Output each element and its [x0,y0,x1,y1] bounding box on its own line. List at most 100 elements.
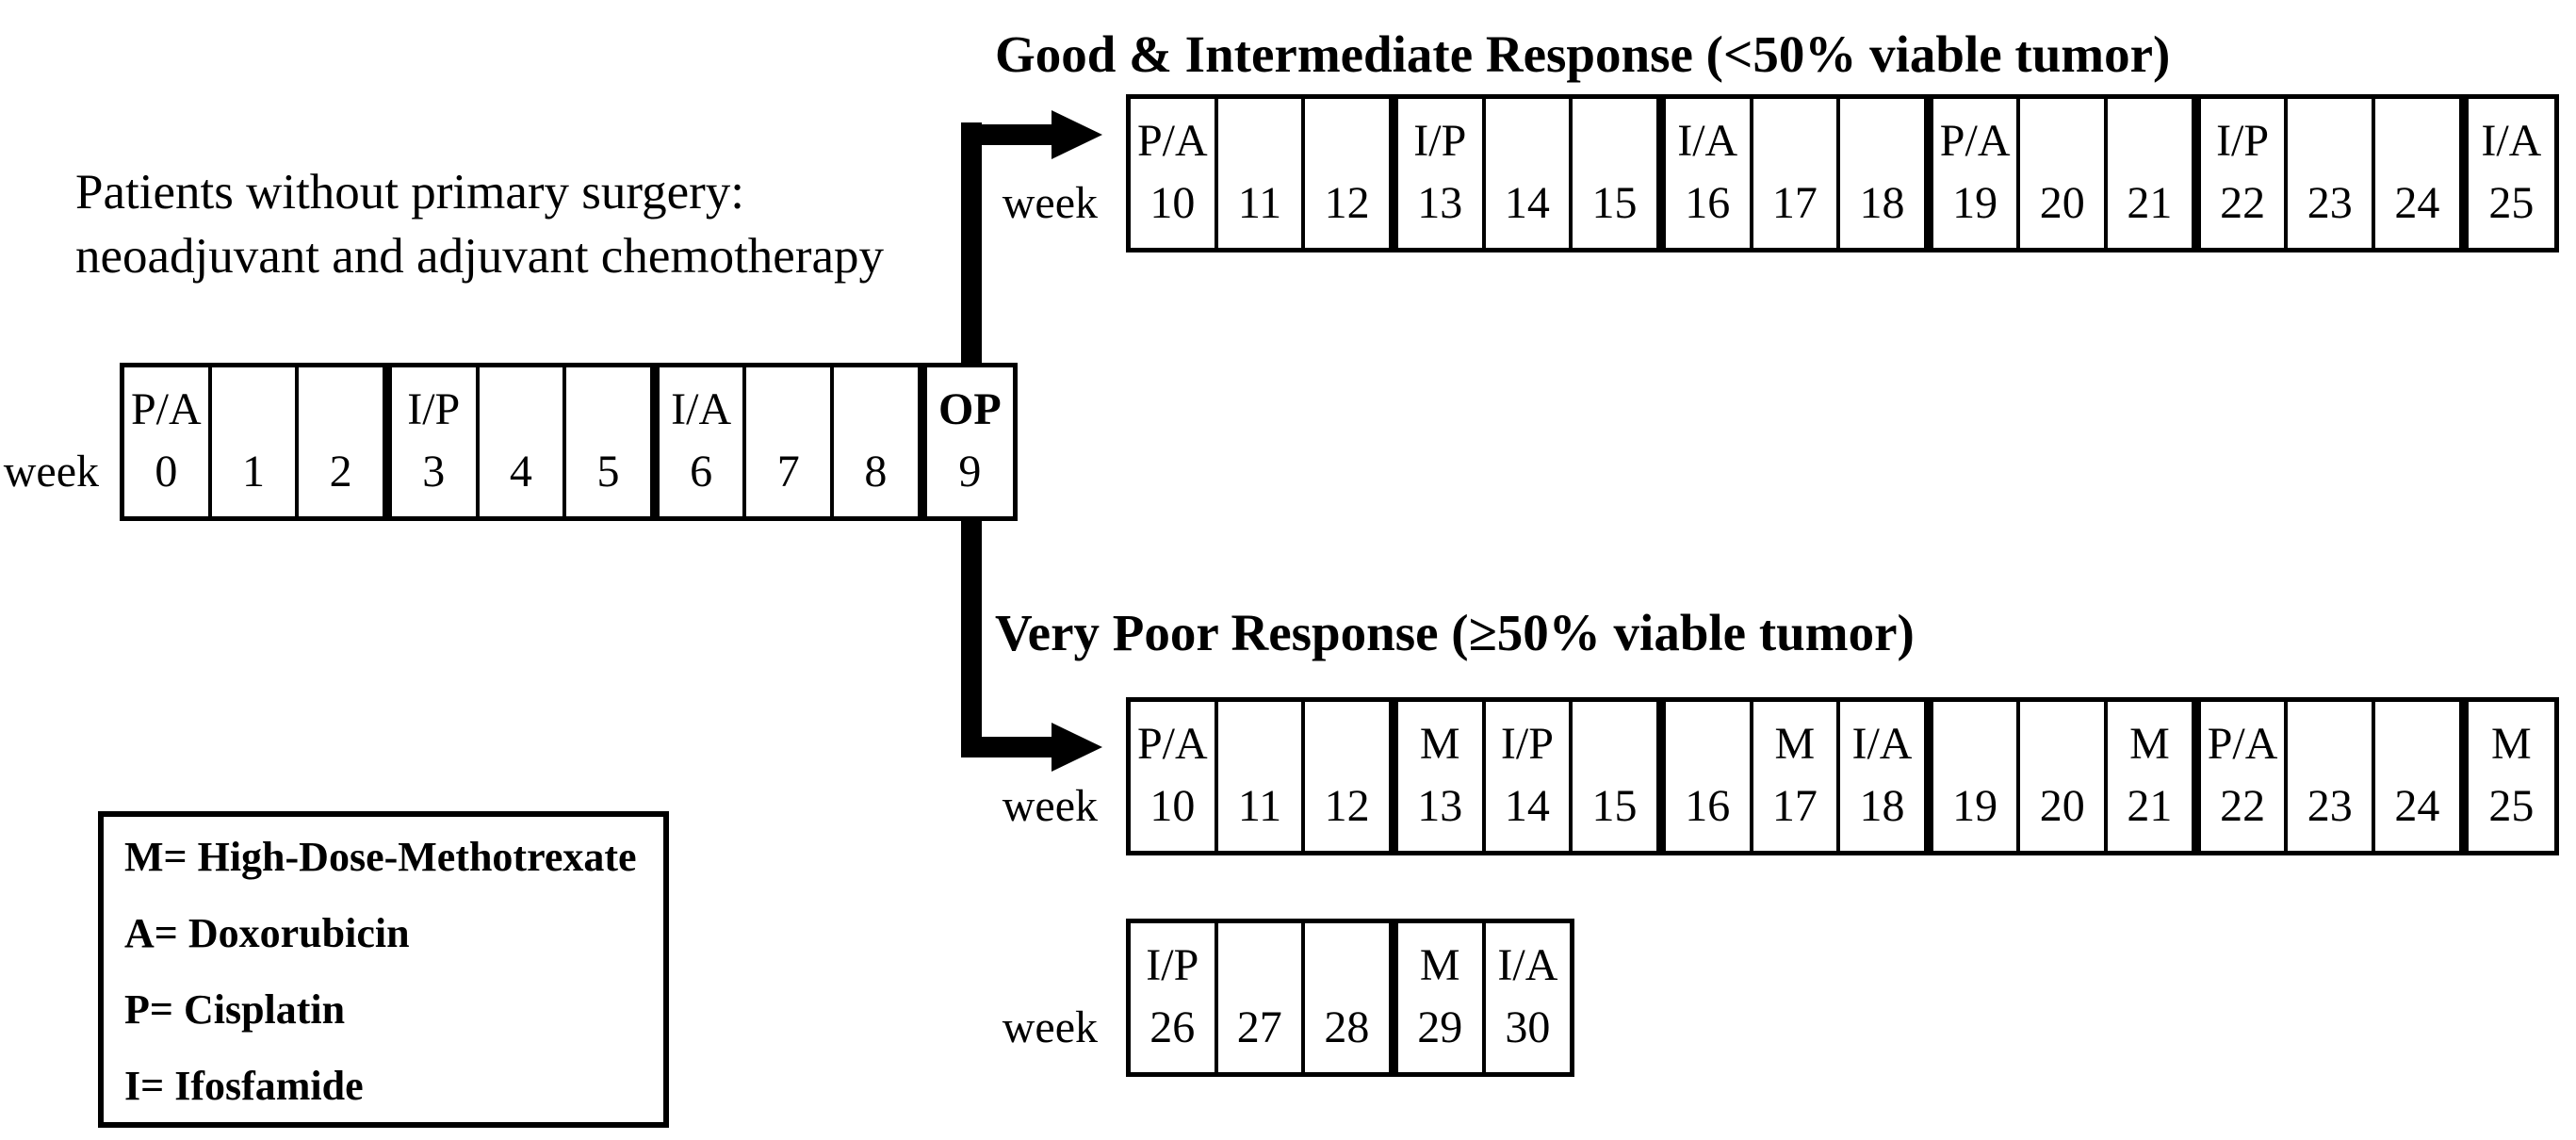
drug-label: I/P [1146,940,1199,990]
week-number: 11 [1237,178,1282,228]
week-cell-28: 28 [1301,923,1389,1072]
cycle-block: P/A 22 23 24 [2195,697,2464,855]
legend-item-ifosfamide: I= Ifosfamide [124,1063,364,1109]
drug-label: I/A [1851,719,1913,769]
week-cell-30: I/A 30 [1481,923,1570,1072]
cycle-block: I/P 3 4 5 [386,363,655,521]
cycle-block: I/A 16 17 18 [1660,94,1929,252]
week-cell-10: P/A 10 [1131,702,1215,851]
legend-item-doxorubicin: A= Doxorubicin [124,910,410,956]
cycle-block: I/A 6 7 8 [654,363,922,521]
week-number: 8 [864,447,888,497]
week-number: 1 [241,447,265,497]
week-cell-11: 11 [1214,702,1302,851]
drug-label: I/P [1500,719,1554,769]
week-number: 24 [2394,178,2440,228]
week-cell-20: 20 [2016,99,2104,248]
week-number: 21 [2127,178,2173,228]
drug-label: I/A [1677,116,1738,166]
cycle-block: I/P 26 27 28 [1126,919,1394,1077]
week-cell-25: M 25 [2469,702,2554,851]
week-cell-29: M 29 [1398,923,1482,1072]
weeks-row-baseline: P/A 0 1 2 I/P 3 4 5 I/A 6 7 8 OP 9 [120,363,1019,521]
week-cell-7: 7 [742,367,830,516]
cycle-block: P/A 10 11 12 [1126,697,1394,855]
week-number: 29 [1417,1002,1463,1052]
week-cell-3: I/P 3 [392,367,476,516]
weeks-row-poor-response-continued: I/P 26 27 28 M 29 I/A 30 [1126,919,1574,1077]
week-number: 19 [1952,781,1998,831]
cycle-block: P/A 19 20 21 [1928,94,2196,252]
cycle-block: I/P 22 23 24 [2195,94,2464,252]
cycle-block: M 25 [2463,697,2559,855]
week-number: 16 [1685,781,1731,831]
week-number: 14 [1504,781,1550,831]
week-cell-21: M 21 [2104,702,2192,851]
week-cell-25: I/A 25 [2469,99,2554,248]
week-number: 25 [2488,781,2535,831]
week-cell-21: 21 [2104,99,2192,248]
week-axis-label-poor-continued: week [1002,1002,1098,1052]
week-cell-23: 23 [2284,99,2372,248]
week-cell-23: 23 [2284,702,2372,851]
week-axis-label-good: week [1002,178,1098,228]
week-number: 3 [422,447,446,497]
week-cell-24: 24 [2372,99,2459,248]
week-number: 23 [2307,178,2353,228]
cycle-block: P/A 0 1 2 [120,363,387,521]
drug-label: P/A [1939,116,2011,166]
week-number: 21 [2127,781,2173,831]
week-cell-10: P/A 10 [1131,99,1215,248]
week-number: 10 [1149,178,1196,228]
week-cell-18: 18 [1836,99,1924,248]
week-number: 9 [958,447,982,497]
drug-label: P/A [2207,719,2278,769]
week-number: 17 [1771,781,1818,831]
week-cell-15: 15 [1569,702,1656,851]
week-axis-label-baseline: week [3,447,99,497]
drug-label: M [2491,719,2532,769]
week-cell-16: I/A 16 [1666,99,1750,248]
drug-label: M [1774,719,1816,769]
week-number: 23 [2307,781,2353,831]
week-number: 18 [1859,781,1905,831]
week-number: 12 [1324,178,1370,228]
drug-label: OP [938,384,1002,434]
week-cell-12: 12 [1301,99,1389,248]
drug-label: P/A [1136,116,1208,166]
week-number: 15 [1591,781,1638,831]
week-cell-27: 27 [1214,923,1302,1072]
cycle-block: P/A 10 11 12 [1126,94,1394,252]
week-number: 18 [1859,178,1905,228]
week-number: 22 [2220,781,2266,831]
drug-label: I/A [671,384,732,434]
week-number: 2 [329,447,352,497]
week-number: 4 [509,447,532,497]
week-number: 17 [1771,178,1818,228]
drug-label: M [1419,940,1460,990]
week-cell-4: 4 [475,367,563,516]
legend-item-methotrexate: M= High-Dose-Methotrexate [124,834,637,880]
week-cell-2: 2 [295,367,383,516]
week-cell-24: 24 [2372,702,2459,851]
week-cell-17: M 17 [1749,702,1837,851]
weeks-row-good-response: P/A 10 11 12 I/P 13 14 15 I/A 16 17 18 P/A 19 20 21 I/P 2… [1126,94,2559,252]
weeks-row-poor-response: P/A 10 11 12 M 13 I/P 14 15 16 M 17 I/A 18 19 20 M 21 P/A 2… [1126,697,2559,855]
drug-label: I/P [407,384,461,434]
week-cell-0: P/A 0 [124,367,208,516]
week-cell-12: 12 [1301,702,1389,851]
week-number: 14 [1504,178,1550,228]
week-number: 15 [1591,178,1638,228]
week-cell-14: 14 [1481,99,1570,248]
week-cell-14: I/P 14 [1481,702,1570,851]
cycle-block: I/A 25 [2463,94,2559,252]
week-number: 30 [1505,1002,1551,1052]
week-cell-17: 17 [1749,99,1837,248]
week-cell-20: 20 [2016,702,2104,851]
week-cell-8: 8 [830,367,918,516]
week-cell-22: P/A 22 [2201,702,2285,851]
drug-label: P/A [1136,719,1208,769]
week-cell-15: 15 [1569,99,1656,248]
drug-label: M [2129,719,2170,769]
